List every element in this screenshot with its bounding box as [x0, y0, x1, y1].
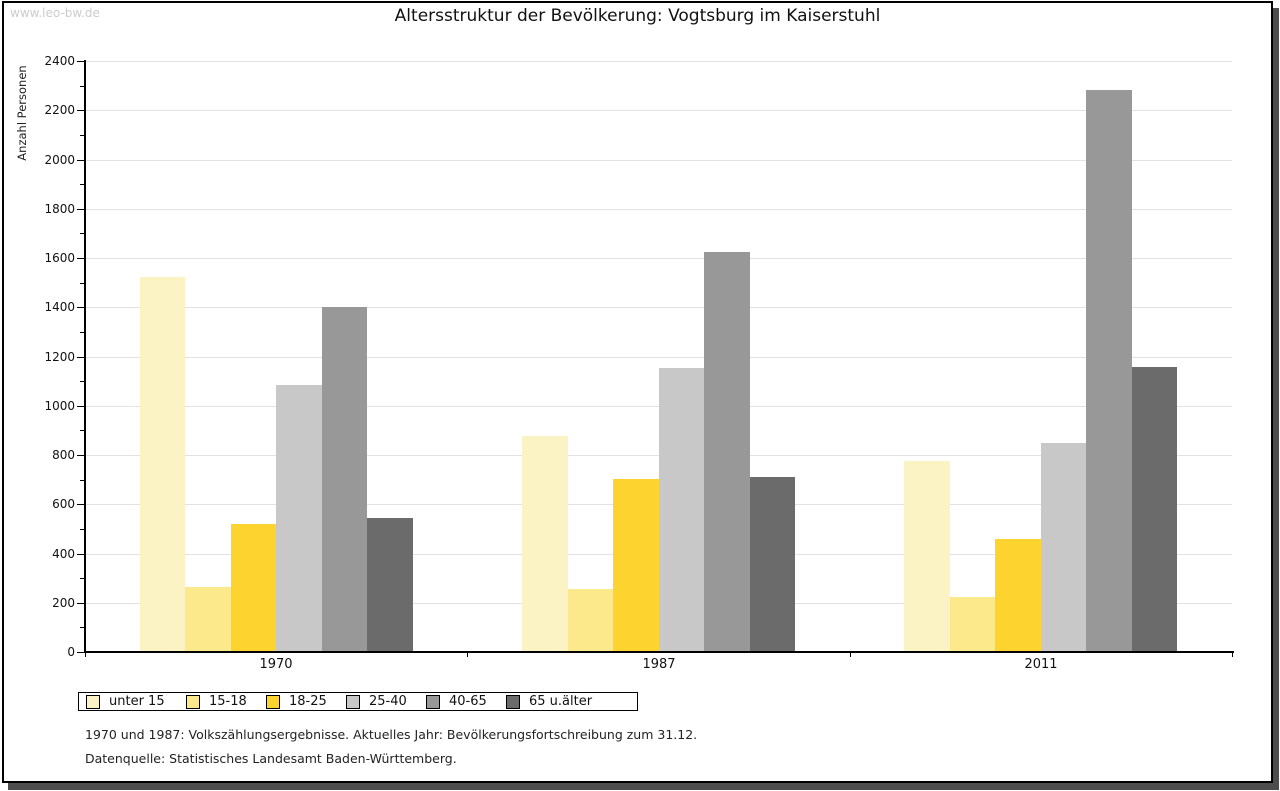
y-tick-label: 2000 [44, 153, 75, 167]
y-minor-tick [80, 480, 85, 481]
y-tick-label: 2200 [44, 103, 75, 117]
legend-label: unter 15 [109, 694, 165, 709]
y-minor-tick [80, 184, 85, 185]
chart-title: Altersstruktur der Bevölkerung: Vogtsbur… [394, 6, 881, 26]
legend-swatch-15-18 [186, 694, 200, 709]
legend-swatch-unter-15 [86, 694, 100, 709]
legend-entry-18-25: 18-25 [266, 694, 346, 709]
bar-2011-unter-15 [904, 461, 950, 651]
legend-entry-40-65: 40-65 [426, 694, 506, 709]
y-axis-label: Anzahl Personen [15, 65, 29, 161]
bar-1987-18-25 [613, 479, 659, 651]
y-major-tick [77, 357, 85, 358]
bar-2011-15-18 [950, 597, 995, 651]
bar-1970-15-18 [185, 587, 231, 651]
x-boundary-tick [85, 653, 86, 657]
y-major-tick [77, 160, 85, 161]
legend-swatch-18-25 [266, 694, 280, 709]
gridline [86, 61, 1232, 62]
legend-label: 25-40 [369, 694, 407, 709]
y-axis-line [84, 60, 86, 652]
y-tick-label: 2400 [44, 54, 75, 68]
y-major-tick [77, 307, 85, 308]
legend-label: 65 u.älter [529, 694, 593, 709]
bar-1987-25-40 [659, 368, 704, 651]
bar-1970-unter-15 [140, 277, 185, 651]
x-boundary-tick [467, 653, 468, 657]
bar-1987-65-u-älter [750, 477, 795, 651]
y-tick-label: 800 [52, 448, 75, 462]
x-boundary-tick [850, 653, 851, 657]
footnote-source: Datenquelle: Statistisches Landesamt Bad… [85, 751, 457, 766]
y-tick-label: 1200 [44, 350, 75, 364]
y-minor-tick [80, 430, 85, 431]
bar-2011-40-65 [1086, 90, 1132, 651]
y-major-tick [77, 110, 85, 111]
bar-2011-18-25 [995, 539, 1041, 651]
y-tick-label: 1600 [44, 251, 75, 265]
y-tick-label: 1800 [44, 202, 75, 216]
y-minor-tick [80, 233, 85, 234]
bar-1970-65-u-älter [367, 518, 413, 651]
x-category-label: 1970 [259, 657, 293, 672]
x-boundary-tick [1232, 653, 1233, 657]
y-tick-label: 200 [52, 596, 75, 610]
gridline [86, 110, 1232, 111]
y-tick-label: 600 [52, 497, 75, 511]
bar-1970-18-25 [231, 524, 276, 651]
x-category-label: 1987 [642, 657, 676, 672]
y-tick-label: 1000 [44, 399, 75, 413]
gridline [86, 357, 1232, 358]
legend: unter 15 15-18 18-25 25-40 40-65 65 u.älter [78, 692, 638, 711]
legend-entry-15-18: 15-18 [186, 694, 266, 709]
x-axis-line [84, 651, 1234, 653]
watermark-url: www.leo-bw.de [10, 6, 100, 20]
legend-entry-65-u-älter: 65 u.älter [506, 694, 592, 709]
bar-1970-40-65 [322, 307, 367, 651]
gridline [86, 209, 1232, 210]
legend-entry-25-40: 25-40 [346, 694, 426, 709]
legend-entry-unter-15: unter 15 [86, 694, 186, 709]
y-minor-tick [80, 86, 85, 87]
bar-2011-65-u-älter [1132, 367, 1177, 651]
bar-1987-40-65 [704, 252, 750, 651]
legend-swatch-65-u-älter [506, 694, 520, 709]
bar-1987-unter-15 [522, 436, 568, 651]
gridline [86, 258, 1232, 259]
legend-swatch-40-65 [426, 694, 440, 709]
y-minor-tick [80, 135, 85, 136]
bar-1970-25-40 [276, 385, 322, 651]
legend-label: 18-25 [289, 694, 327, 709]
y-major-tick [77, 258, 85, 259]
y-minor-tick [80, 627, 85, 628]
y-minor-tick [80, 578, 85, 579]
y-minor-tick [80, 332, 85, 333]
legend-label: 40-65 [449, 694, 487, 709]
y-minor-tick [80, 529, 85, 530]
bar-1987-15-18 [568, 589, 613, 651]
footnote-method: 1970 und 1987: Volkszählungsergebnisse. … [85, 727, 698, 742]
y-tick-label: 1400 [44, 300, 75, 314]
y-major-tick [77, 61, 85, 62]
y-major-tick [77, 504, 85, 505]
y-major-tick [77, 652, 85, 653]
y-major-tick [77, 406, 85, 407]
legend-label: 15-18 [209, 694, 247, 709]
gridline [86, 307, 1232, 308]
gridline [86, 160, 1232, 161]
y-tick-label: 400 [52, 547, 75, 561]
bar-2011-25-40 [1041, 443, 1086, 651]
x-category-label: 2011 [1024, 657, 1058, 672]
y-major-tick [77, 209, 85, 210]
y-major-tick [77, 455, 85, 456]
y-major-tick [77, 603, 85, 604]
legend-swatch-25-40 [346, 694, 360, 709]
y-major-tick [77, 554, 85, 555]
y-minor-tick [80, 283, 85, 284]
y-minor-tick [80, 381, 85, 382]
y-tick-label: 0 [67, 645, 75, 659]
